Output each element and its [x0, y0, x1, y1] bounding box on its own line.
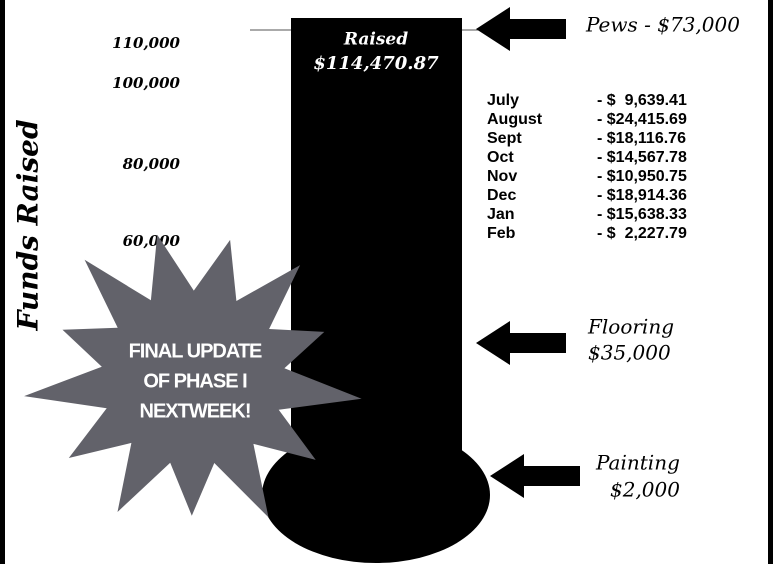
month-amount: - $18,914.36	[597, 187, 687, 204]
scale-label: 100,000	[112, 74, 180, 92]
axis-title: Funds Raised	[12, 119, 45, 331]
month-name: Nov	[487, 168, 517, 185]
month-amount: - $24,415.69	[597, 111, 687, 128]
month-amount: - $15,638.33	[597, 206, 687, 223]
raised-amount: $114,470.87	[313, 53, 439, 74]
month-amount: - $10,950.75	[597, 168, 687, 185]
scale-label: 80,000	[123, 155, 181, 173]
right-border	[768, 0, 773, 564]
month-name: Sept	[487, 130, 522, 147]
month-amount: - $14,567.78	[597, 149, 687, 166]
goal-label: Pews - $73,000	[585, 13, 740, 37]
page: Raised $114,470.87 Funds Raised 110,000 1…	[0, 0, 773, 564]
goal-amount: $35,000	[588, 341, 671, 365]
announcement-line: OF PHASE I	[143, 370, 247, 392]
goal-label: Painting	[595, 451, 680, 475]
month-name: Jan	[487, 206, 515, 223]
scale-label: 60,000	[123, 232, 181, 250]
announcement: FINAL UPDATE OF PHASE I NEXTWEEK!	[129, 340, 262, 422]
announcement-line: FINAL UPDATE	[129, 340, 262, 362]
goal-label: Flooring	[587, 315, 674, 339]
raised-label: Raised	[343, 30, 408, 50]
goal-amount: $2,000	[610, 478, 680, 502]
scale-label: 110,000	[112, 34, 180, 52]
month-name: Oct	[487, 149, 514, 166]
month-amount: - $ 2,227.79	[597, 225, 687, 242]
left-border	[0, 0, 5, 564]
month-name: July	[487, 92, 519, 109]
month-name: Dec	[487, 187, 516, 204]
month-name: Feb	[487, 225, 516, 242]
announcement-line: NEXTWEEK!	[140, 400, 251, 422]
month-amount: - $18,116.76	[597, 130, 686, 147]
month-name: August	[487, 111, 543, 128]
month-amount: - $ 9,639.41	[597, 92, 687, 109]
